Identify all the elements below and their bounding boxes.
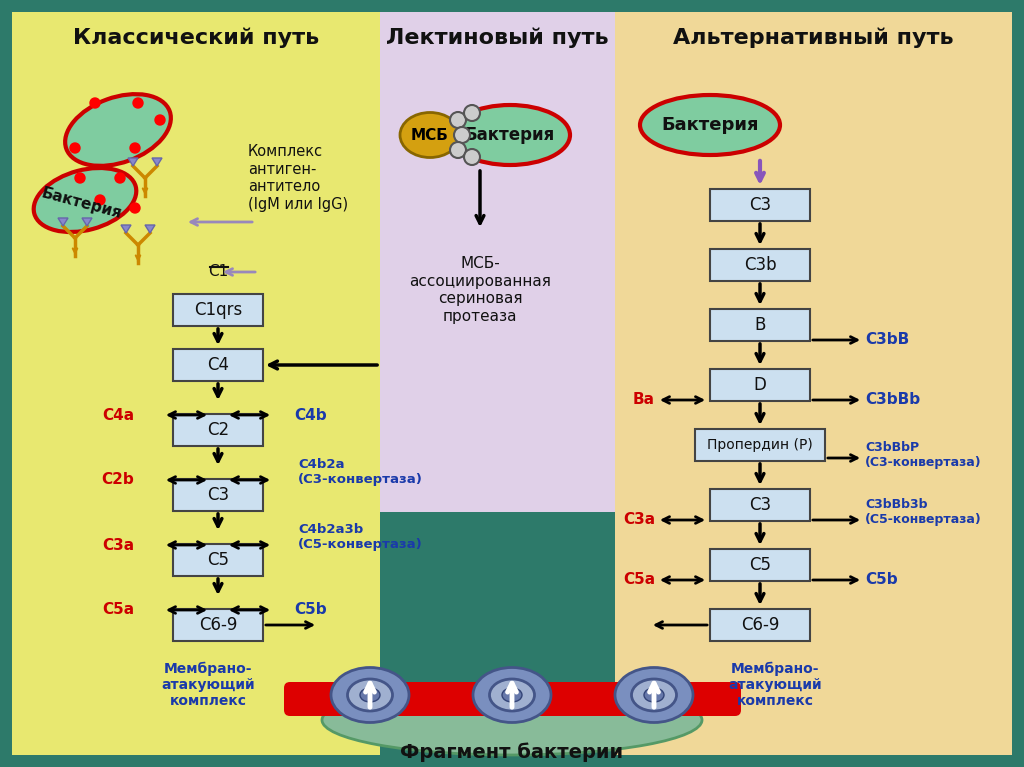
Text: Ba: Ba [633,393,655,407]
Ellipse shape [640,95,780,155]
Circle shape [464,149,480,165]
Text: Лектиновый путь: Лектиновый путь [386,28,608,48]
Circle shape [115,173,125,183]
Text: C6-9: C6-9 [199,616,238,634]
Text: C2: C2 [207,421,229,439]
Circle shape [133,98,143,108]
Circle shape [75,173,85,183]
FancyBboxPatch shape [173,544,263,576]
Circle shape [454,127,470,143]
FancyBboxPatch shape [695,429,825,461]
FancyBboxPatch shape [380,12,615,512]
Text: B: B [755,316,766,334]
Text: Мембрано-
атакующий
комплекс: Мембрано- атакующий комплекс [728,662,822,709]
FancyBboxPatch shape [710,249,810,281]
Text: C3bBb: C3bBb [865,393,921,407]
Text: C1: C1 [208,265,228,279]
FancyBboxPatch shape [12,512,380,755]
Text: C3: C3 [749,196,771,214]
FancyBboxPatch shape [710,489,810,521]
Circle shape [130,143,140,153]
Text: C3a: C3a [102,538,134,552]
Ellipse shape [66,94,171,166]
Text: C2b: C2b [101,472,134,488]
Ellipse shape [400,113,460,157]
FancyBboxPatch shape [173,294,263,326]
Text: C5a: C5a [623,572,655,588]
Ellipse shape [331,667,409,723]
FancyBboxPatch shape [284,682,741,716]
Text: МСБ: МСБ [411,127,449,143]
Circle shape [450,112,466,128]
FancyBboxPatch shape [173,349,263,381]
Text: C3bB: C3bB [865,333,909,347]
Ellipse shape [473,667,551,723]
Text: C5: C5 [749,556,771,574]
Circle shape [90,98,100,108]
FancyBboxPatch shape [12,12,380,755]
Text: C4b: C4b [295,407,328,423]
Circle shape [464,105,480,121]
Ellipse shape [347,679,392,711]
Circle shape [70,143,80,153]
FancyBboxPatch shape [173,414,263,446]
Text: C4: C4 [207,356,229,374]
FancyBboxPatch shape [615,12,1012,755]
Text: D: D [754,376,766,394]
Polygon shape [128,158,138,166]
Polygon shape [145,225,155,233]
Text: Классический путь: Классический путь [73,28,319,48]
Polygon shape [82,218,92,226]
Ellipse shape [34,168,136,232]
Circle shape [130,203,140,213]
Ellipse shape [489,679,535,711]
Text: Фрагмент бактерии: Фрагмент бактерии [400,742,624,762]
Ellipse shape [322,685,702,755]
Text: C5: C5 [207,551,229,569]
FancyBboxPatch shape [710,609,810,641]
Ellipse shape [450,105,570,165]
Text: C4a: C4a [102,407,134,423]
FancyBboxPatch shape [710,189,810,221]
Polygon shape [152,158,162,166]
Text: Комплекс
антиген-
антитело
(IgM или IgG): Комплекс антиген- антитело (IgM или IgG) [248,144,348,212]
Text: Альтернативный путь: Альтернативный путь [673,28,953,48]
Ellipse shape [644,688,664,702]
Polygon shape [58,218,68,226]
Text: Бактерия: Бактерия [40,185,124,221]
Text: C6-9: C6-9 [740,616,779,634]
Text: C3a: C3a [623,512,655,528]
Circle shape [450,142,466,158]
Text: C4b2a
(С3-конвертаза): C4b2a (С3-конвертаза) [298,458,423,486]
Text: C3: C3 [207,486,229,504]
Text: C5b: C5b [865,572,898,588]
Ellipse shape [360,688,380,702]
Text: C1qrs: C1qrs [194,301,242,319]
Text: C4b2a3b
(С5-конвертаза): C4b2a3b (С5-конвертаза) [298,523,423,551]
FancyBboxPatch shape [173,609,263,641]
Text: C5a: C5a [102,603,134,617]
Circle shape [155,115,165,125]
Polygon shape [121,225,131,233]
Text: C3bBb3b
(С5-конвертаза): C3bBb3b (С5-конвертаза) [865,498,982,526]
Text: Бактерия: Бактерия [662,116,759,134]
Text: Пропердин (P): Пропердин (P) [708,438,813,452]
Ellipse shape [615,667,693,723]
Text: Мембрано-
атакующий
комплекс: Мембрано- атакующий комплекс [161,662,255,709]
Text: C3: C3 [749,496,771,514]
Text: Бактерия: Бактерия [465,126,555,144]
Ellipse shape [502,688,522,702]
Ellipse shape [632,679,677,711]
Text: C5b: C5b [295,603,328,617]
Text: МСБ-
ассоциированная
сериновая
протеаза: МСБ- ассоциированная сериновая протеаза [409,256,551,324]
Text: C3bBbP
(С3-конвертаза): C3bBbP (С3-конвертаза) [865,441,982,469]
FancyBboxPatch shape [710,309,810,341]
Text: C3b: C3b [743,256,776,274]
FancyBboxPatch shape [710,549,810,581]
Circle shape [95,195,105,205]
FancyBboxPatch shape [710,369,810,401]
FancyBboxPatch shape [173,479,263,511]
